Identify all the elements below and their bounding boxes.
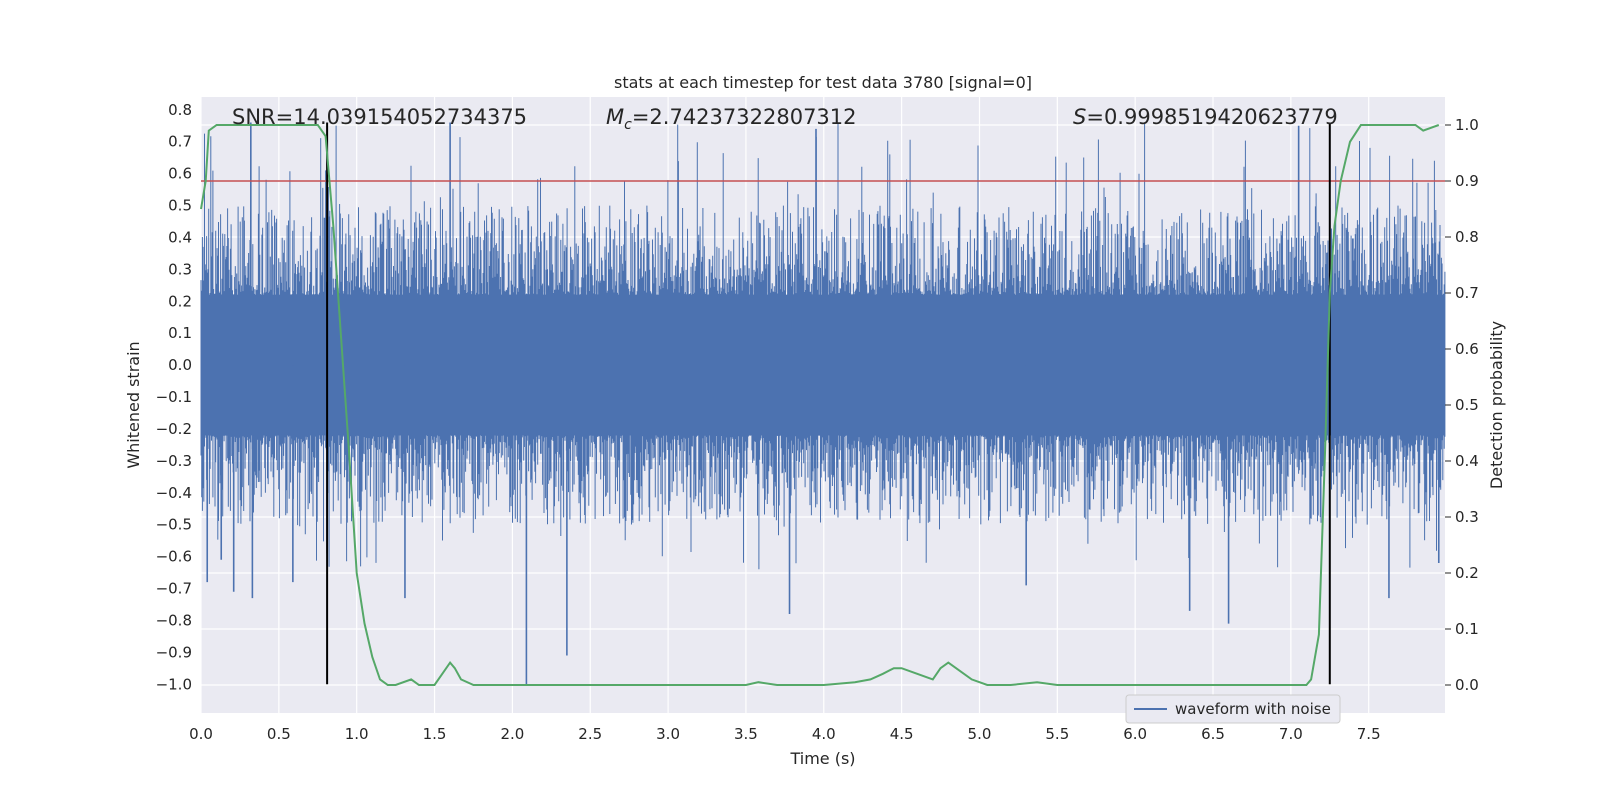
score-annotation: S=0.9998519420623779	[1073, 105, 1338, 129]
score-symbol: S	[1073, 105, 1086, 129]
y-tick-label: −0.5	[156, 516, 192, 534]
y2-tick-label: 0.9	[1455, 172, 1479, 190]
chirp-mass-subscript: c	[624, 117, 632, 133]
y2-tick-label: 0.6	[1455, 340, 1479, 358]
y2-tick-label: 0.3	[1455, 508, 1479, 526]
y-axis-label: Whitened strain	[124, 341, 143, 468]
y-tick-label: −0.8	[156, 611, 192, 629]
y2-tick-label: 0.1	[1455, 620, 1479, 638]
y-tick-label: −0.6	[156, 548, 192, 566]
y-tick-labels: 0.8 0.7 0.6 0.5 0.4 0.3 0.2 0.1 0.0 −0.1 −0.2 −0.3 −…	[156, 101, 192, 694]
x-tick-label: 4.0	[812, 725, 836, 743]
x-tick-label: 7.0	[1279, 725, 1303, 743]
x-tick-label: 1.0	[345, 725, 369, 743]
y2-tick-label: 0.8	[1455, 228, 1479, 246]
y-tick-label: −0.2	[156, 420, 192, 438]
x-tick-label: 5.5	[1045, 725, 1069, 743]
y2-tick-label: 0.2	[1455, 564, 1479, 582]
y-tick-label: 0.4	[168, 228, 192, 246]
y2-tick-label: 0.4	[1455, 452, 1479, 470]
y-tick-label: 0.1	[168, 324, 192, 342]
snr-annotation: SNR=14.039154052734375	[232, 105, 527, 129]
chirp-mass-annotation: Mc=2.74237322807312	[606, 105, 857, 133]
chirp-mass-value: =2.74237322807312	[632, 105, 857, 129]
vertical-markers	[326, 122, 1331, 685]
y2-tick-label: 1.0	[1455, 116, 1479, 134]
detection-probability-line	[200, 124, 1440, 686]
x-tick-label: 2.0	[500, 725, 524, 743]
x-axis-label: Time (s)	[789, 749, 855, 768]
y-tick-label: −1.0	[156, 675, 192, 693]
x-tick-label: 2.5	[578, 725, 602, 743]
y2-axis-label: Detection probability	[1487, 321, 1506, 489]
x-tick-label: 4.5	[890, 725, 914, 743]
x-tick-label: 7.5	[1357, 725, 1381, 743]
x-tick-label: 1.5	[423, 725, 447, 743]
y-tick-label: 0.0	[168, 356, 192, 374]
legend: waveform with noise	[1125, 694, 1341, 724]
x-tick-label: 5.0	[968, 725, 992, 743]
legend-label: waveform with noise	[1175, 700, 1331, 718]
y-tick-label: 0.3	[168, 260, 192, 278]
y-tick-label: 0.2	[168, 292, 192, 310]
y-tick-label: −0.9	[156, 643, 192, 661]
y2-tick-labels: 1.0 0.9 0.8 0.7 0.6 0.5 0.4 0.3 0.2 0.1 0.0	[1445, 116, 1479, 694]
y2-tick-label: 0.5	[1455, 396, 1479, 414]
x-tick-label: 0.0	[189, 725, 213, 743]
waveform-series	[200, 122, 1446, 685]
chart-title: stats at each timestep for test data 378…	[614, 73, 1032, 92]
y-tick-label: −0.7	[156, 580, 192, 598]
y-tick-label: −0.3	[156, 452, 192, 470]
waveform-core	[201, 294, 1445, 436]
y-tick-label: 0.5	[168, 197, 192, 215]
y2-tick-label: 0.0	[1455, 676, 1479, 694]
y-tick-label: 0.6	[168, 165, 192, 183]
x-tick-label: 6.5	[1201, 725, 1225, 743]
score-value: =0.9998519420623779	[1086, 105, 1337, 129]
y-tick-label: 0.8	[168, 101, 192, 119]
y2-tick-label: 0.7	[1455, 284, 1479, 302]
x-tick-label: 3.0	[656, 725, 680, 743]
x-tick-label: 0.5	[267, 725, 291, 743]
x-tick-label: 3.5	[734, 725, 758, 743]
y-tick-label: −0.1	[156, 388, 192, 406]
x-tick-labels: 0.0 0.5 1.0 1.5 2.0 2.5 3.0 3.5 4.0 4.5 5.0 5.5 6.0 6…	[189, 725, 1381, 743]
y-tick-label: −0.4	[156, 484, 192, 502]
y-tick-label: 0.7	[168, 133, 192, 151]
x-tick-label: 6.0	[1123, 725, 1147, 743]
legend-box	[1125, 694, 1341, 724]
chirp-mass-symbol: M	[606, 105, 624, 129]
